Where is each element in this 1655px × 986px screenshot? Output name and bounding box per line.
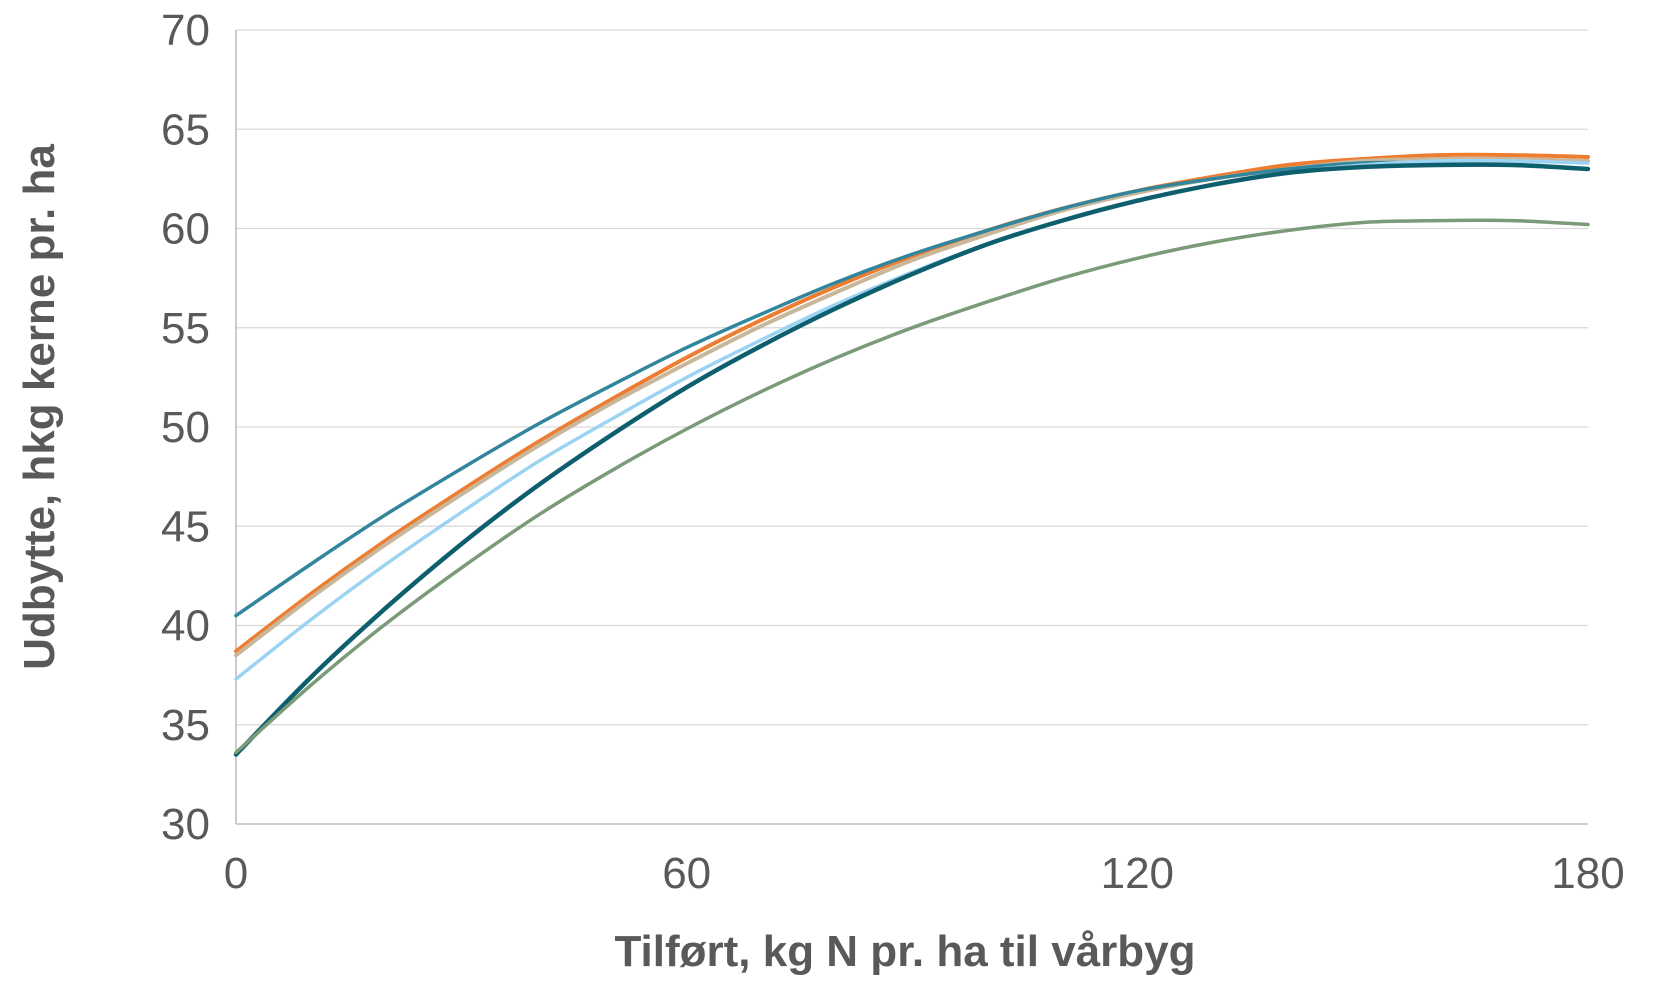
x-tick-label: 60 (662, 849, 711, 898)
axes (235, 30, 1588, 825)
y-axis-title: Udbytte, hkg kerne pr. ha (15, 144, 64, 670)
series-line-2 (234, 156, 1590, 658)
x-tick-label: 180 (1551, 849, 1624, 898)
y-tick-label: 45 (161, 502, 210, 551)
x-tick-label: 120 (1101, 849, 1174, 898)
y-tick-label: 30 (161, 800, 210, 849)
tick-labels: 30 35 40 45 50 55 60 65 70 0 60 120 180 (161, 6, 1625, 898)
x-tick-label: 0 (224, 849, 248, 898)
series-line-6 (234, 218, 1590, 755)
series-line-3 (234, 160, 1590, 618)
y-tick-label: 65 (161, 105, 210, 154)
series-lines (233, 152, 1591, 757)
series-line-5 (233, 162, 1591, 757)
series-line-4 (234, 158, 1590, 681)
series-line-1 (234, 152, 1590, 654)
y-tick-label: 50 (161, 403, 210, 452)
y-tick-label: 40 (161, 602, 210, 651)
y-tick-label: 55 (161, 304, 210, 353)
x-axis-title: Tilført, kg N pr. ha til vårbyg (614, 927, 1195, 976)
gridlines (236, 29, 1588, 726)
y-tick-label: 60 (161, 205, 210, 254)
y-tick-label: 70 (161, 6, 210, 55)
y-tick-label: 35 (161, 701, 210, 750)
